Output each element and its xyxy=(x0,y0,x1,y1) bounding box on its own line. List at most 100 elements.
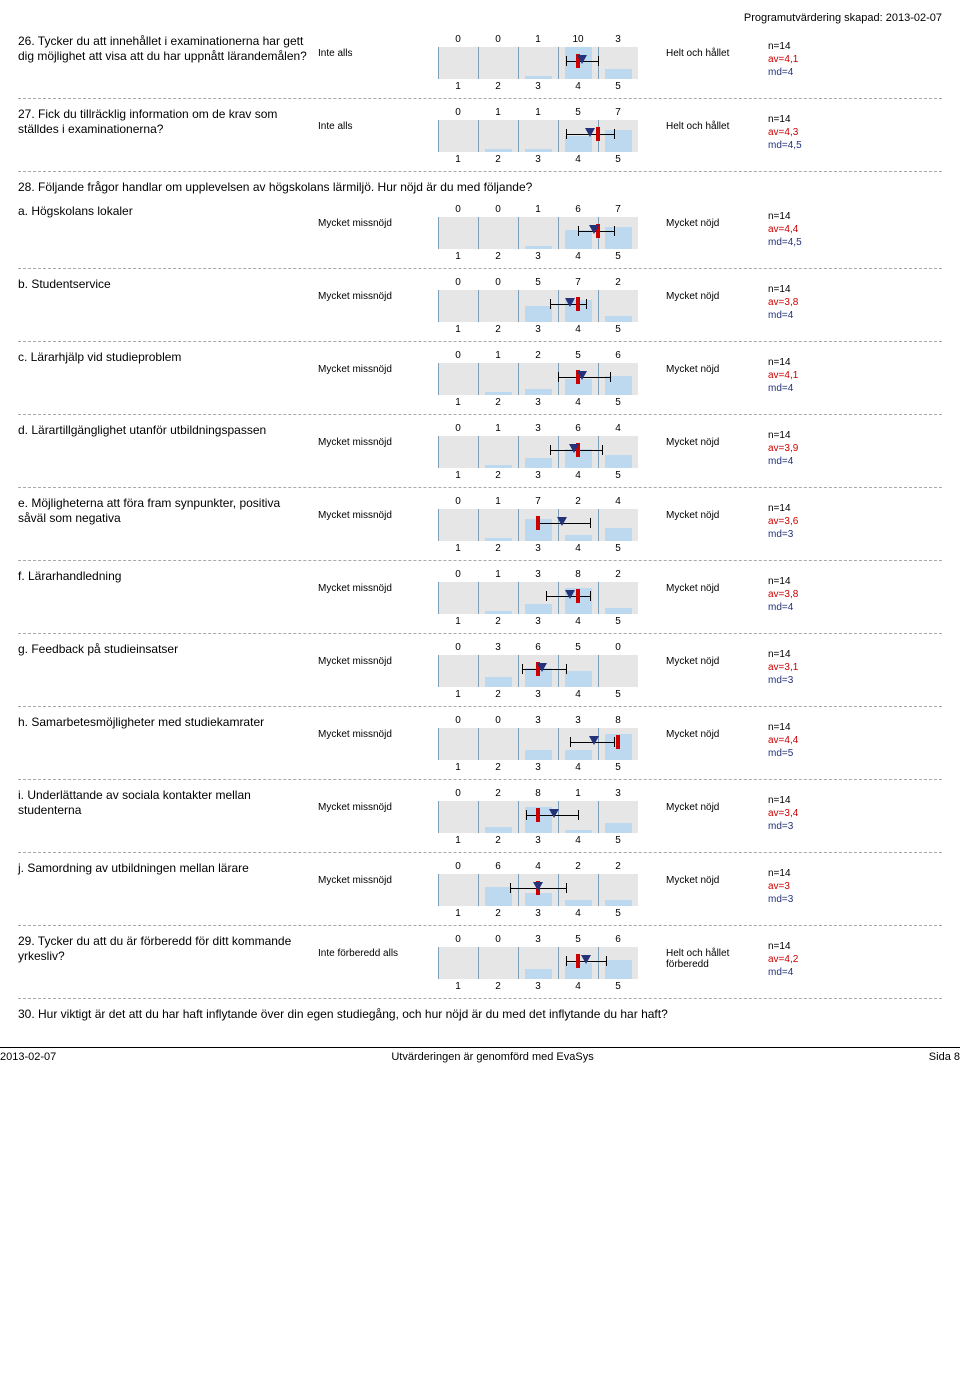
count-labels: 06422 xyxy=(438,861,638,872)
footer-page: Sida 8 xyxy=(929,1051,960,1063)
bar-chart xyxy=(438,436,638,468)
bar xyxy=(485,465,512,468)
question-text: 27. Fick du tillräcklig information om d… xyxy=(18,107,318,137)
bar-chart xyxy=(438,120,638,152)
question-row: e. Möjligheterna att föra fram synpunkte… xyxy=(18,492,942,556)
scale-left-label: Mycket missnöjd xyxy=(318,204,418,229)
section-heading: 28. Följande frågor handlar om upplevels… xyxy=(18,176,942,200)
stats-block: n=14av=4,3md=4,5 xyxy=(768,107,848,152)
page: Programutvärdering skapad: 2013-02-07 26… xyxy=(0,0,960,1027)
bar xyxy=(565,379,592,395)
tick-labels: 12345 xyxy=(438,543,638,554)
stats-block: n=14av=3,1md=3 xyxy=(768,642,848,687)
count-labels: 00338 xyxy=(438,715,638,726)
bar xyxy=(525,969,552,979)
question-text: c. Lärarhjälp vid studieproblem xyxy=(18,350,318,365)
scale-left-label: Mycket missnöjd xyxy=(318,715,418,740)
question-row: j. Samordning av utbildningen mellan lär… xyxy=(18,857,942,921)
question-row: i. Underlättande av sociala kontakter me… xyxy=(18,784,942,848)
bar xyxy=(605,960,632,979)
stats-block: n=14av=3,8md=4 xyxy=(768,569,848,614)
bar xyxy=(525,76,552,79)
question-text: d. Lärartillgänglighet utanför utbildnin… xyxy=(18,423,318,438)
bar xyxy=(525,458,552,468)
question-text: f. Lärarhandledning xyxy=(18,569,318,584)
mini-chart: 0035612345 xyxy=(418,934,658,992)
count-labels: 01382 xyxy=(438,569,638,580)
question-row: b. StudentserviceMycket missnöjd00572123… xyxy=(18,273,942,337)
question-row: g. Feedback på studieinsatserMycket miss… xyxy=(18,638,942,702)
question-row: h. Samarbetesmöjligheter med studiekamra… xyxy=(18,711,942,775)
scale-left-label: Mycket missnöjd xyxy=(318,569,418,594)
bar xyxy=(485,677,512,687)
question-text: i. Underlättande av sociala kontakter me… xyxy=(18,788,318,818)
scale-left-label: Mycket missnöjd xyxy=(318,350,418,375)
count-labels: 00356 xyxy=(438,934,638,945)
mini-chart: 00338 12345 xyxy=(418,715,658,773)
question-text: b. Studentservice xyxy=(18,277,318,292)
mini-chart: 00110312345 xyxy=(418,34,658,92)
bar xyxy=(565,900,592,906)
bar xyxy=(605,900,632,906)
footer-date: 2013-02-07 xyxy=(0,1051,56,1063)
question-row: a. Högskolans lokalerMycket missnöjd0016… xyxy=(18,200,942,264)
scale-right-label: Mycket nöjd xyxy=(658,277,768,302)
bar-chart xyxy=(438,874,638,906)
divider xyxy=(18,998,942,999)
count-labels: 00167 xyxy=(438,204,638,215)
question-row: c. Lärarhjälp vid studieproblemMycket mi… xyxy=(18,346,942,410)
scale-left-label: Mycket missnöjd xyxy=(318,642,418,667)
stats-block: n=14av=3,4md=3 xyxy=(768,788,848,833)
bar xyxy=(605,376,632,395)
question-text: 29. Tycker du att du är förberedd för di… xyxy=(18,934,318,964)
stats-block: n=14av=4,1md=4 xyxy=(768,350,848,395)
page-header: Programutvärdering skapad: 2013-02-07 xyxy=(18,12,942,24)
scale-left-label: Mycket missnöjd xyxy=(318,277,418,302)
scale-right-label: Mycket nöjd xyxy=(658,496,768,521)
count-labels: 00572 xyxy=(438,277,638,288)
stats-block: n=14av=4,4md=5 xyxy=(768,715,848,760)
bar xyxy=(525,519,552,541)
scale-left-label: Mycket missnöjd xyxy=(318,788,418,813)
bar-chart xyxy=(438,509,638,541)
bar xyxy=(565,449,592,468)
mini-chart: 0642212345 xyxy=(418,861,658,919)
mini-chart: 0016712345 xyxy=(418,204,658,262)
bar xyxy=(565,230,592,249)
bar xyxy=(605,528,632,541)
footer-center: Utvärderingen är genomförd med EvaSys xyxy=(391,1051,593,1063)
bar-chart xyxy=(438,655,638,687)
mini-chart: 01364 12345 xyxy=(418,423,658,481)
scale-right-label: Mycket nöjd xyxy=(658,204,768,229)
bar xyxy=(565,671,592,687)
question-text: h. Samarbetesmöjligheter med studiekamra… xyxy=(18,715,318,730)
scale-left-label: Mycket missnöjd xyxy=(318,423,418,448)
bar-chart xyxy=(438,947,638,979)
tick-labels: 12345 xyxy=(438,689,638,700)
stats-block: n=14av=3,8md=4 xyxy=(768,277,848,322)
scale-right-label: Mycket nöjd xyxy=(658,642,768,667)
bar xyxy=(605,316,632,322)
stats-block: n=14av=3,9md=4 xyxy=(768,423,848,468)
scale-right-label: Mycket nöjd xyxy=(658,423,768,448)
bar-chart xyxy=(438,290,638,322)
tick-labels: 12345 xyxy=(438,470,638,481)
bar-chart xyxy=(438,363,638,395)
stats-block: n=14av=3md=3 xyxy=(768,861,848,906)
scale-right-label: Mycket nöjd xyxy=(658,350,768,375)
mini-chart: 0365012345 xyxy=(418,642,658,700)
bar xyxy=(565,300,592,322)
mini-chart: 0281312345 xyxy=(418,788,658,846)
tick-labels: 12345 xyxy=(438,81,638,92)
tick-labels: 12345 xyxy=(438,762,638,773)
bar xyxy=(485,611,512,614)
bar xyxy=(525,149,552,152)
bar xyxy=(565,47,592,79)
bar xyxy=(525,750,552,760)
bar xyxy=(485,887,512,906)
count-labels: 01364 xyxy=(438,423,638,434)
bar xyxy=(525,668,552,687)
scale-left-label: Mycket missnöjd xyxy=(318,496,418,521)
scale-right-label: Helt och hållet förberedd xyxy=(658,934,768,970)
bar-chart xyxy=(438,217,638,249)
